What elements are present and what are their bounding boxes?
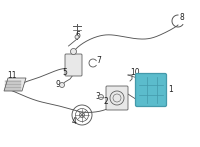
FancyBboxPatch shape bbox=[65, 54, 82, 76]
Circle shape bbox=[80, 112, 84, 117]
FancyBboxPatch shape bbox=[106, 86, 128, 110]
Circle shape bbox=[60, 82, 64, 87]
Text: 5: 5 bbox=[62, 67, 67, 76]
Text: 8: 8 bbox=[180, 12, 185, 21]
Circle shape bbox=[98, 95, 104, 100]
Text: 3: 3 bbox=[95, 91, 100, 101]
Text: 7: 7 bbox=[96, 56, 101, 65]
Polygon shape bbox=[4, 78, 26, 91]
Text: 6: 6 bbox=[75, 30, 80, 40]
Text: 2: 2 bbox=[104, 96, 109, 106]
FancyBboxPatch shape bbox=[136, 74, 167, 106]
Text: 10: 10 bbox=[130, 67, 140, 76]
Text: 9: 9 bbox=[55, 80, 60, 88]
Text: 1: 1 bbox=[168, 85, 173, 93]
Circle shape bbox=[70, 49, 76, 55]
Text: 4: 4 bbox=[72, 117, 77, 126]
Circle shape bbox=[75, 35, 79, 39]
Text: 11: 11 bbox=[7, 71, 16, 80]
